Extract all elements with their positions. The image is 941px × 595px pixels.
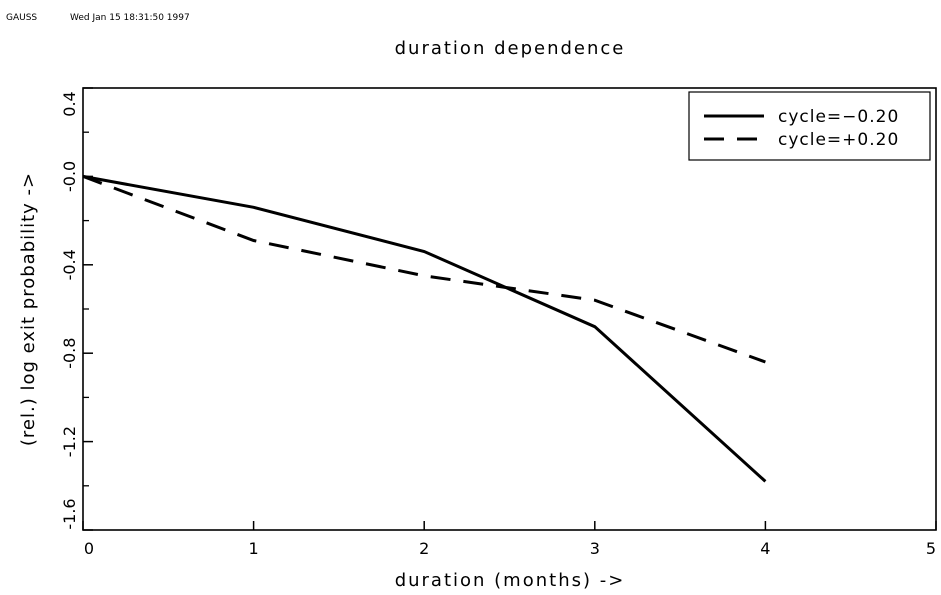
y-tick-label: 0.4 [60,91,79,116]
series-line-2 [82,174,766,364]
x-tick-label: 2 [419,539,429,558]
x-axis: 0 1 2 3 4 5 [82,521,937,558]
y-axis: -1.6 -1.2 -0.8 -0.4 -0.0 0.4 [60,87,93,531]
legend-label-series-2: cycle=+0.20 [778,130,899,150]
series-line-1 [82,174,767,483]
y-tick-label: -1.6 [60,498,79,529]
y-tick-label: -0.8 [60,338,79,369]
y-tick-label: -0.0 [60,161,79,192]
y-tick-label: -1.2 [60,426,79,457]
x-tick-label: 1 [249,539,259,558]
y-axis-label: (rel.) log exit probability -> [18,172,39,446]
x-tick-label: 5 [926,539,936,558]
x-tick-label: 3 [590,539,600,558]
x-axis-label: duration (months) -> [395,570,626,591]
legend-box [688,91,931,161]
legend: cycle=−0.20 cycle=+0.20 [688,91,931,161]
header-program: GAUSS [6,13,37,23]
y-tick-label: -0.4 [60,249,79,280]
legend-label-series-1: cycle=−0.20 [778,107,899,127]
series-layer [82,174,767,483]
x-tick-label: 4 [760,539,770,558]
x-tick-label: 0 [84,539,94,558]
chart-title: duration dependence [395,38,626,59]
header-timestamp: Wed Jan 15 18:31:50 1997 [70,13,190,23]
